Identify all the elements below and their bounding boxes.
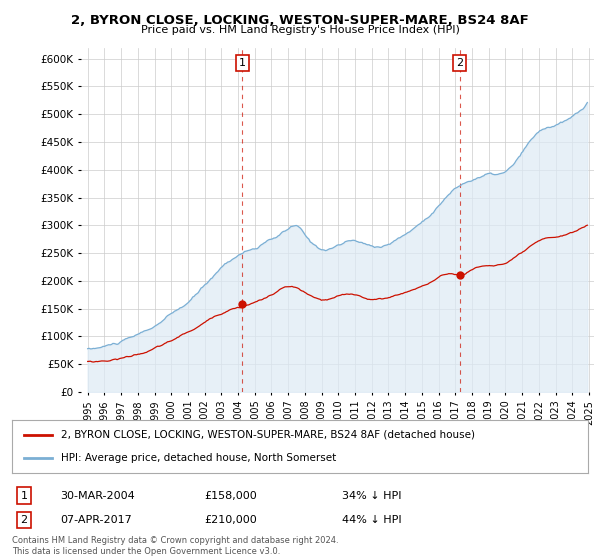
Text: 34% ↓ HPI: 34% ↓ HPI (342, 491, 401, 501)
Text: HPI: Average price, detached house, North Somerset: HPI: Average price, detached house, Nort… (61, 453, 336, 463)
Text: 30-MAR-2004: 30-MAR-2004 (60, 491, 135, 501)
Text: 44% ↓ HPI: 44% ↓ HPI (342, 515, 401, 525)
Text: 2, BYRON CLOSE, LOCKING, WESTON-SUPER-MARE, BS24 8AF: 2, BYRON CLOSE, LOCKING, WESTON-SUPER-MA… (71, 14, 529, 27)
Text: 07-APR-2017: 07-APR-2017 (60, 515, 132, 525)
Text: 1: 1 (20, 491, 28, 501)
Text: £210,000: £210,000 (204, 515, 257, 525)
Text: 2: 2 (20, 515, 28, 525)
Text: Price paid vs. HM Land Registry's House Price Index (HPI): Price paid vs. HM Land Registry's House … (140, 25, 460, 35)
Text: Contains HM Land Registry data © Crown copyright and database right 2024.
This d: Contains HM Land Registry data © Crown c… (12, 536, 338, 556)
Text: 2: 2 (456, 58, 463, 68)
Text: 2, BYRON CLOSE, LOCKING, WESTON-SUPER-MARE, BS24 8AF (detached house): 2, BYRON CLOSE, LOCKING, WESTON-SUPER-MA… (61, 430, 475, 440)
Text: 1: 1 (239, 58, 246, 68)
Text: £158,000: £158,000 (204, 491, 257, 501)
